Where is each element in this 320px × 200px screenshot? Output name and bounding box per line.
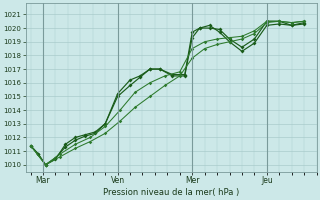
X-axis label: Pression niveau de la mer( hPa ): Pression niveau de la mer( hPa )	[103, 188, 239, 197]
